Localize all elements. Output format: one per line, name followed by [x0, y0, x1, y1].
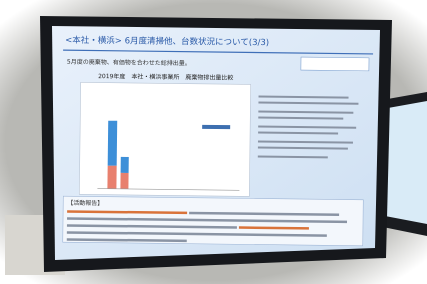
side-screen — [385, 101, 427, 224]
bar — [120, 173, 128, 189]
chart-box — [79, 82, 250, 196]
bar — [108, 121, 118, 166]
photo: <本社・横浜> 6月度清掃他、台数状況について(3/3) 5月度の廃棄物、有価物… — [0, 0, 427, 284]
bar — [121, 157, 129, 173]
chart-title: 2019年度 本社・横浜事業所 廃棄物排出量比較 — [98, 72, 233, 82]
marker — [202, 125, 230, 129]
bullet: 5月度の廃棄物、有価物を合わせた総排出量。 — [67, 58, 191, 68]
bar — [107, 166, 116, 189]
logo-box — [301, 57, 369, 71]
report-heading: 【活動報告】 — [67, 199, 103, 207]
